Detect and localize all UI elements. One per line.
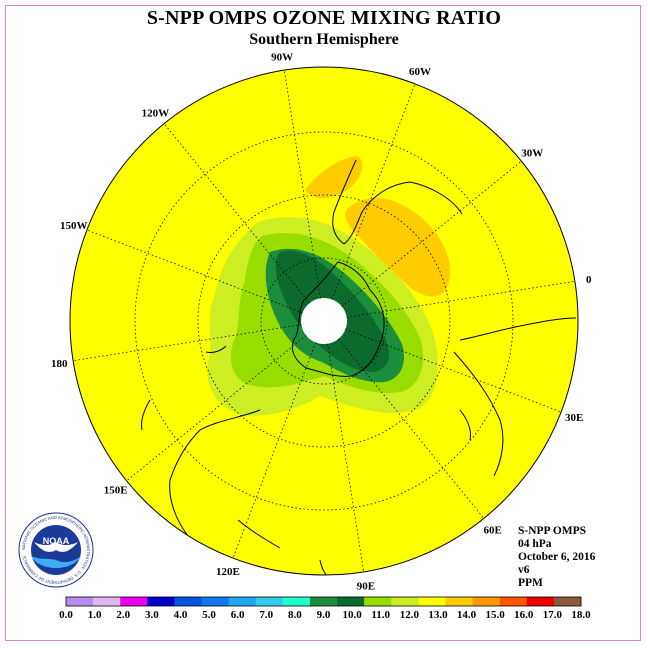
colorbar-label: 18.0 (571, 609, 591, 621)
meridian-line (346, 280, 575, 318)
info-units: PPM (518, 577, 543, 589)
info-date: October 6, 2016 (518, 551, 596, 563)
map-title: S-NPP OMPS OZONE MIXING RATIO (146, 7, 502, 29)
colorbar-swatch (174, 597, 202, 606)
colorbar-swatch (201, 597, 229, 606)
longitude-labels: 90W 60W 30W 0 30E 60E 90E 120E 150E 180 150W 120W (51, 51, 592, 592)
colorbar-swatch (472, 597, 500, 606)
meridian-line (232, 342, 317, 559)
meridian-line (86, 229, 303, 314)
colorbar-label: 10.0 (342, 609, 362, 621)
colorbar-label: 17.0 (543, 609, 563, 621)
meridian-line (331, 83, 416, 300)
colorbar-label: 9.0 (317, 609, 331, 621)
colorbar-label: 7.0 (259, 609, 273, 621)
longitude-label: 60E (483, 524, 501, 536)
meridian-line (327, 343, 365, 572)
longitude-label: 60W (409, 66, 431, 78)
colorbar-swatch (553, 597, 582, 606)
meridian-line (283, 70, 321, 299)
longitude-label: 90E (357, 581, 375, 593)
colorbar-label: 11.0 (371, 609, 390, 621)
colorbar-label: 12.0 (400, 609, 420, 621)
longitude-label: 120W (142, 108, 170, 120)
colorbar-outline (65, 596, 582, 607)
contour-14-15-b (345, 198, 451, 297)
colorbar-swatch (337, 597, 365, 606)
colorbar-label: 4.0 (174, 609, 188, 621)
coastlines (141, 159, 577, 575)
map-subtitle: Southern Hemisphere (249, 31, 399, 48)
longitude-label: 120E (216, 566, 240, 578)
pole-no-data (301, 298, 347, 344)
colorbar-swatch (282, 597, 311, 606)
colorbar-swatch (364, 597, 392, 606)
longitude-label: 30W (521, 147, 543, 159)
longitude-label: 150E (104, 485, 128, 497)
colorbar-swatch (228, 597, 257, 606)
colorbar: 0.0 1.0 2.0 3.0 4.0 5.0 6.0 7.0 8.0 9.0 10.0 11.0 12… (59, 596, 591, 621)
colorbar-swatch (93, 597, 121, 606)
info-version: v6 (518, 564, 530, 576)
longitude-label: 0 (586, 274, 592, 286)
colorbar-label: 1.0 (88, 609, 102, 621)
info-product: S-NPP OMPS (518, 525, 587, 537)
colorbar-label: 8.0 (288, 609, 302, 621)
meridian-line (341, 160, 522, 307)
meridian-line (73, 324, 302, 362)
noaa-logo: NOAA NATIONAL OCEANIC AND ATMOSPHERIC AD… (18, 512, 94, 588)
colorbar-label: 6.0 (231, 609, 245, 621)
hemisphere-outline (69, 66, 579, 576)
meridian-line (163, 123, 310, 304)
colorbar-swatch (147, 597, 175, 606)
colorbar-swatch (120, 597, 148, 606)
colorbar-label: 13.0 (428, 609, 448, 621)
colorbar-swatch (391, 597, 419, 606)
colorbar-swatch (445, 597, 473, 606)
colorbar-label: 3.0 (145, 609, 159, 621)
page-frame (5, 5, 641, 641)
colorbar-swatch (255, 597, 284, 606)
noaa-logo-text: NOAA (43, 536, 70, 546)
longitude-label: 150W (60, 220, 88, 232)
colorbar-label: 2.0 (116, 609, 130, 621)
colorbar-swatch (499, 597, 528, 606)
meridian-lines (73, 70, 575, 572)
contour-14-15-a (305, 156, 363, 199)
meridian-line (126, 335, 307, 482)
colorbar-label: 15.0 (486, 609, 506, 621)
colorbar-swatch (66, 597, 94, 606)
colorbar-label: 5.0 (202, 609, 216, 621)
longitude-label: 30E (565, 412, 583, 424)
info-block: S-NPP OMPS 04 hPa October 6, 2016 v6 PPM (518, 525, 595, 590)
colorbar-swatch (418, 597, 446, 606)
meridian-line (338, 338, 485, 519)
meridian-line (345, 328, 562, 413)
longitude-label: 180 (51, 358, 68, 370)
colorbar-swatch (526, 597, 555, 606)
colorbar-label: 14.0 (457, 609, 477, 621)
latitude-circles (134, 131, 514, 511)
colorbar-label: 0.0 (59, 609, 73, 621)
longitude-label: 90W (271, 51, 293, 63)
info-level: 04 hPa (518, 538, 552, 550)
colorbar-label: 16.0 (514, 609, 534, 621)
colorbar-swatch (309, 597, 338, 606)
